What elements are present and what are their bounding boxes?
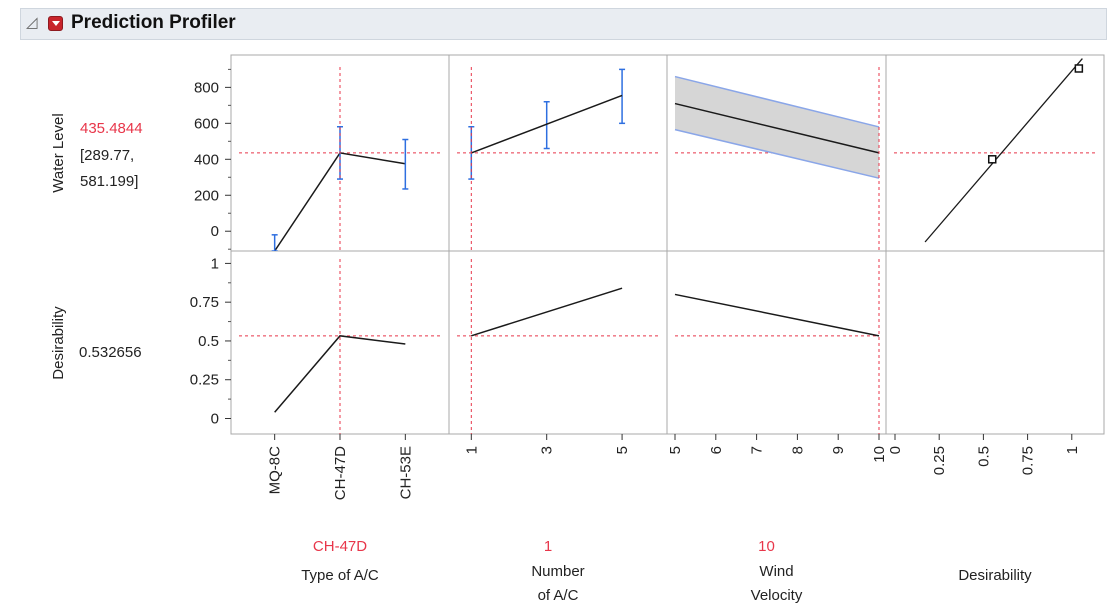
x-tick-label: 6 — [708, 446, 725, 454]
red-triangle-menu-button[interactable] — [48, 16, 63, 31]
x-tick-label: 0 — [887, 446, 904, 454]
factor-current-value: 10 — [758, 538, 775, 555]
x-tick-label: 1 — [1064, 446, 1081, 454]
ci-upper-curve — [674, 75, 880, 128]
desirability-trace — [674, 293, 880, 337]
x-tick-label: CH-47D — [332, 446, 349, 500]
desirability-handle[interactable] — [1074, 64, 1084, 73]
factor-current-value: 1 — [544, 538, 552, 555]
profile-cell — [885, 250, 1105, 435]
ci-lower-curve — [674, 128, 880, 179]
x-tick-label: 1 — [463, 446, 480, 454]
x-tick-label: 10 — [871, 446, 888, 463]
profile-cell — [448, 250, 668, 435]
y-tick-label: 1 — [211, 255, 219, 272]
factor-label: Number — [531, 563, 584, 580]
prediction-trace — [674, 102, 880, 154]
x-tick-label: 5 — [614, 446, 631, 454]
ci-upper-text: 581.199] — [80, 173, 138, 190]
x-tick-label: 0.75 — [1020, 446, 1037, 475]
factor-current-value: CH-47D — [313, 538, 367, 555]
desirability-axis-label: Desirability — [958, 567, 1032, 584]
profile-cell — [885, 54, 1105, 252]
desirability-trace — [274, 335, 406, 413]
y-tick-label: 0.5 — [198, 333, 219, 350]
profiler-header: ◿ Prediction Profiler — [20, 8, 1107, 40]
desirability-trace — [471, 287, 623, 337]
x-tick-label: 3 — [539, 446, 556, 454]
desirability-function-curve — [924, 58, 1083, 243]
x-tick-label: CH-53E — [397, 446, 414, 499]
x-tick-label: MQ-8C — [267, 446, 284, 495]
y-tick-label: 200 — [194, 187, 219, 204]
y-tick-label: 0 — [211, 223, 219, 240]
x-tick-label: 5 — [667, 446, 684, 454]
x-tick-label: 7 — [749, 446, 766, 454]
x-tick-label: 9 — [830, 446, 847, 454]
ci-lower-text: [289.77, — [80, 147, 134, 164]
y-tick-label: 0 — [211, 410, 219, 427]
y-tick-label: 600 — [194, 115, 219, 132]
profile-cell — [666, 250, 887, 435]
x-tick-label: 8 — [789, 446, 806, 454]
panel-title: Prediction Profiler — [71, 12, 236, 33]
factor-label: Type of A/C — [301, 567, 379, 584]
x-tick-label: 0.25 — [931, 446, 948, 475]
factor-label: Velocity — [751, 587, 803, 604]
y-tick-label: 0.25 — [190, 372, 219, 389]
desirability-value: 0.532656 — [79, 344, 142, 361]
predicted-water-level: 435.4844 — [80, 120, 143, 137]
y-axis-label: Water Level — [50, 113, 67, 192]
y-axis-label: Desirability — [50, 306, 67, 380]
factor-label: of A/C — [538, 587, 579, 604]
desirability-handle[interactable] — [987, 155, 997, 164]
confidence-band — [675, 76, 879, 179]
disclosure-triangle-icon[interactable]: ◿ — [26, 14, 38, 31]
prediction-trace — [471, 94, 623, 154]
x-tick-label: 0.5 — [975, 446, 992, 467]
y-tick-label: 0.75 — [190, 294, 219, 311]
y-tick-label: 400 — [194, 151, 219, 168]
y-tick-label: 800 — [194, 79, 219, 96]
factor-label: Wind — [759, 563, 793, 580]
profile-cell — [448, 54, 668, 252]
